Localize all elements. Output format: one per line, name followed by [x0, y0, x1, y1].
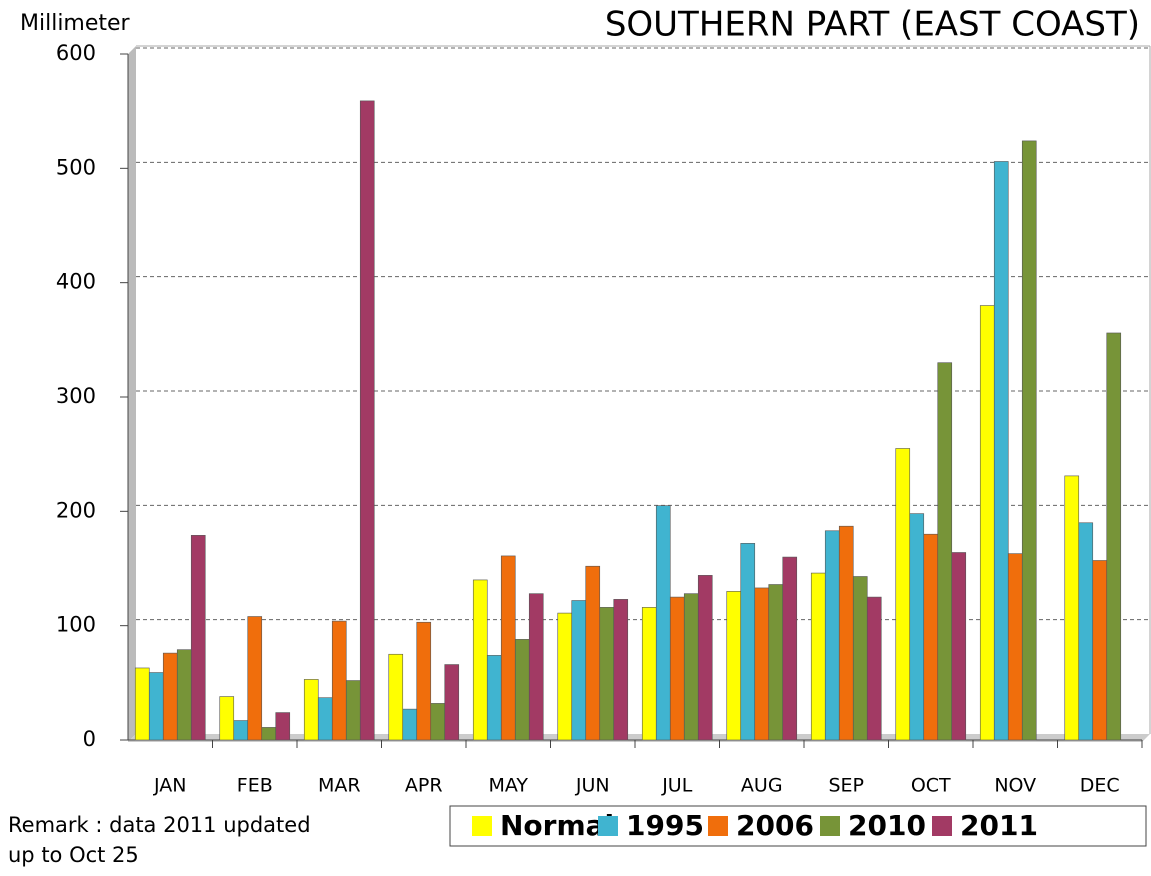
bar [683, 593, 699, 741]
x-tick-label: MAR [318, 775, 361, 797]
x-tick-label: OCT [911, 775, 951, 797]
legend-swatch [598, 816, 618, 836]
bar [148, 672, 164, 741]
bar [726, 591, 742, 741]
legend-swatch [820, 816, 840, 836]
bar [951, 552, 967, 741]
x-tick-label: APR [405, 775, 443, 797]
bar [1092, 560, 1108, 741]
y-tick-label: 100 [56, 613, 96, 637]
x-tick-label: JUN [575, 775, 610, 797]
bar [275, 712, 291, 741]
legend-swatch [708, 816, 728, 836]
bar [585, 565, 601, 741]
side-wall [128, 46, 136, 742]
bar [303, 679, 319, 741]
bar [416, 621, 432, 741]
bar [486, 655, 502, 741]
x-tick-label: AUG [741, 775, 783, 797]
legend-label: Normal [500, 809, 614, 842]
bar [1106, 332, 1122, 741]
bar [176, 649, 192, 741]
x-tick-label: MAY [488, 775, 528, 797]
bar [979, 305, 995, 741]
bar [697, 575, 713, 741]
legend-label: 1995 [626, 809, 704, 842]
bar [557, 612, 573, 741]
y-tick-label: 0 [83, 727, 96, 751]
bar [782, 556, 798, 741]
x-tick-label: SEP [828, 775, 864, 797]
bar [613, 599, 629, 741]
bar [500, 555, 516, 741]
bar [599, 607, 615, 741]
bar [331, 620, 347, 741]
bar [162, 652, 178, 741]
bar [740, 543, 756, 741]
y-tick-label: 500 [56, 155, 96, 179]
bar [824, 530, 840, 741]
bar [1007, 553, 1023, 741]
remark: up to Oct 25 [8, 843, 139, 867]
bar [472, 579, 488, 741]
bar [359, 100, 375, 741]
legend-swatch [932, 816, 952, 836]
bar [219, 696, 235, 741]
bar [345, 680, 361, 741]
legend-swatch [472, 816, 492, 836]
bar [993, 161, 1009, 741]
bar [768, 584, 784, 741]
bar [754, 587, 770, 741]
bar [866, 596, 882, 741]
y-axis-label: Millimeter [20, 11, 131, 36]
bar [261, 727, 277, 741]
bar [838, 525, 854, 741]
chart-title: SOUTHERN PART (EAST COAST) [605, 5, 1140, 45]
x-tick-label: FEB [237, 775, 273, 797]
bar [444, 664, 460, 741]
bar [669, 596, 685, 741]
bar [134, 667, 150, 741]
bar [430, 703, 446, 741]
bar [655, 505, 671, 741]
bar [810, 572, 826, 741]
bar [1078, 522, 1094, 741]
bar [317, 697, 333, 741]
bar [923, 533, 939, 741]
bar [388, 653, 404, 741]
legend [449, 805, 1147, 847]
bar [909, 513, 925, 741]
y-tick-label: 600 [56, 41, 96, 65]
remark: Remark : data 2011 updated [8, 813, 311, 837]
bar [641, 607, 657, 741]
x-tick-label: JUL [661, 775, 693, 797]
bar [937, 362, 953, 741]
legend-label: 2011 [960, 809, 1038, 842]
bar [1021, 140, 1037, 741]
y-tick-label: 300 [56, 384, 96, 408]
x-tick-label: JAN [153, 775, 186, 797]
bar [1064, 475, 1080, 741]
bar [247, 616, 263, 741]
bar [402, 708, 418, 741]
bar [528, 593, 544, 741]
legend-label: 2010 [848, 809, 926, 842]
bar [571, 600, 587, 741]
legend-label: 2006 [736, 809, 814, 842]
x-tick-label: NOV [994, 775, 1036, 797]
bar [852, 576, 868, 741]
bar [233, 720, 249, 741]
bar [895, 448, 911, 741]
x-tick-label: DEC [1080, 775, 1120, 797]
y-tick-label: 200 [56, 498, 96, 522]
y-tick-label: 400 [56, 270, 96, 294]
bar [190, 535, 206, 741]
bar [514, 639, 530, 741]
